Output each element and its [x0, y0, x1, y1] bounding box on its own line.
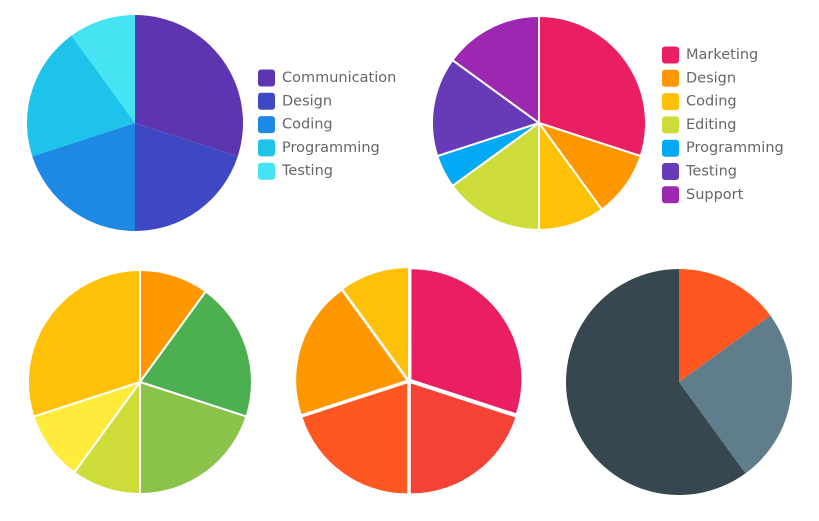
legend-label: Design	[282, 93, 332, 109]
pie-slice	[27, 269, 141, 418]
legend-label: Support	[686, 187, 744, 203]
pie-slice	[451, 15, 540, 124]
legend-swatch	[258, 116, 275, 134]
pie-slice	[302, 383, 408, 494]
legend-label: Programming	[282, 140, 380, 156]
pie-slice	[139, 290, 253, 418]
legend-swatch	[662, 46, 679, 64]
legend-swatch	[662, 116, 679, 134]
legend-swatch	[258, 92, 275, 110]
legend-swatch	[258, 162, 275, 180]
pie-slice	[565, 269, 746, 495]
legend-label: Design	[686, 70, 736, 86]
pie-slice	[71, 15, 135, 123]
pie-slice	[296, 291, 407, 415]
pie-slice	[431, 59, 540, 158]
pie-slice	[26, 35, 135, 157]
legend-label: Coding	[282, 117, 333, 133]
pie-slice	[679, 315, 793, 474]
pie-slice	[135, 15, 244, 157]
pie-slice	[451, 122, 540, 231]
pie-slice	[679, 269, 771, 382]
pie-slice	[343, 268, 409, 379]
legend-swatch	[662, 69, 679, 87]
legend-label: Testing	[281, 163, 333, 179]
legend-label: Editing	[686, 117, 737, 133]
legend-swatch	[662, 93, 679, 111]
pie-slice	[32, 123, 135, 231]
legend-swatch	[662, 186, 679, 204]
legend-swatch	[662, 139, 679, 157]
legend-label: Programming	[686, 140, 784, 156]
legend-swatch	[258, 139, 275, 157]
legend-label: Marketing	[686, 47, 758, 63]
pie-slice	[139, 381, 248, 495]
legend-label: Testing	[685, 164, 737, 180]
legend-swatch	[662, 163, 679, 180]
pie-slice	[538, 15, 647, 158]
legend-label: Coding	[686, 94, 737, 110]
legend-swatch	[258, 69, 275, 87]
pie-slice	[411, 269, 522, 414]
legend-label: Communication	[282, 70, 396, 86]
pie-slice	[410, 383, 516, 494]
pie-slice	[135, 123, 238, 231]
